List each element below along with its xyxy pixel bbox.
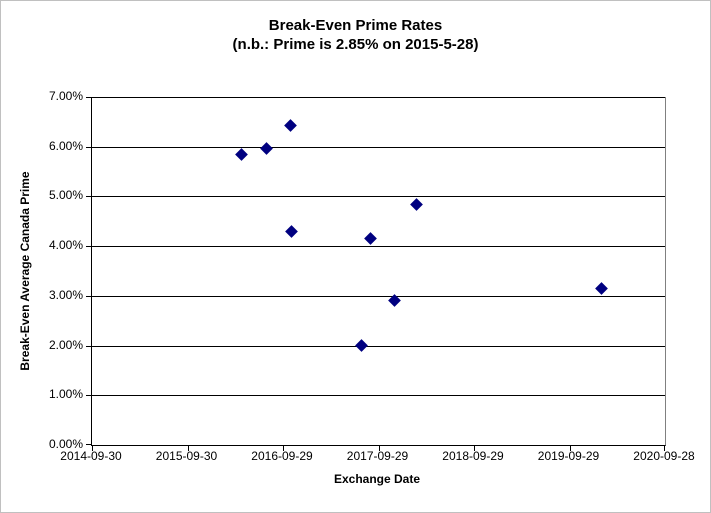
x-axis-tick bbox=[283, 446, 284, 451]
y-axis-tick bbox=[86, 146, 92, 148]
x-axis-tick bbox=[187, 446, 189, 451]
y-axis-tick bbox=[86, 246, 92, 248]
data-point bbox=[355, 339, 369, 352]
data-point bbox=[234, 147, 248, 161]
gridline bbox=[92, 395, 665, 397]
gridline bbox=[92, 97, 665, 98]
data-point bbox=[594, 282, 608, 295]
y-axis-tick-label: 0.00% bbox=[48, 437, 83, 451]
y-axis-tick-label: 7.00% bbox=[48, 89, 83, 103]
y-axis-tick-label: 5.00% bbox=[48, 188, 83, 203]
chart-title-block: Break-Even Prime Rates (n.b.: Prime is 2… bbox=[1, 16, 710, 54]
chart-title: Break-Even Prime Rates bbox=[268, 17, 443, 34]
x-axis-tick bbox=[474, 446, 475, 451]
y-axis-tick-label: 3.00% bbox=[48, 287, 83, 302]
y-axis-tick bbox=[86, 395, 92, 397]
gridline bbox=[92, 295, 665, 297]
x-axis-tick bbox=[664, 446, 665, 451]
x-axis-tick bbox=[378, 446, 380, 451]
data-point bbox=[285, 224, 299, 238]
y-axis-tick-label: 6.00% bbox=[48, 138, 83, 153]
x-axis-tick-label: 2014-09-30 bbox=[60, 449, 122, 463]
x-axis-tick-label: 2020-09-28 bbox=[633, 449, 695, 463]
plot-area bbox=[86, 97, 666, 451]
y-axis-title: Break-Even Average Canada Prime bbox=[18, 171, 32, 371]
x-axis-tick bbox=[569, 446, 571, 451]
x-axis-tick-label: 2016-09-29 bbox=[251, 449, 313, 463]
x-axis-tick-label: 2015-09-30 bbox=[155, 449, 218, 463]
y-axis-tick-label: 2.00% bbox=[48, 337, 83, 352]
y-axis-tick-label: 1.00% bbox=[48, 387, 83, 402]
x-axis-tick bbox=[92, 446, 93, 451]
y-axis-tick bbox=[86, 345, 92, 347]
gridline bbox=[92, 196, 665, 198]
data-point bbox=[260, 141, 274, 155]
x-axis-tick-label: 2018-09-29 bbox=[442, 449, 504, 463]
y-axis-tick bbox=[86, 444, 92, 445]
x-axis-tick-label: 2017-09-29 bbox=[346, 449, 409, 463]
x-axis-title: Exchange Date bbox=[333, 472, 421, 486]
gridline bbox=[92, 146, 665, 148]
data-point bbox=[409, 198, 423, 211]
gridline bbox=[92, 246, 665, 248]
data-point bbox=[364, 232, 378, 246]
x-axis-tick-label: 2019-09-29 bbox=[537, 449, 600, 463]
y-axis-tick bbox=[86, 295, 92, 297]
data-point bbox=[284, 118, 297, 132]
y-axis-tick bbox=[86, 196, 92, 198]
gridline bbox=[92, 345, 665, 347]
y-axis-tick-label: 4.00% bbox=[48, 238, 83, 253]
y-axis-tick bbox=[86, 97, 92, 98]
chart-subtitle: (n.b.: Prime is 2.85% on 2015-5-28) bbox=[232, 36, 479, 53]
